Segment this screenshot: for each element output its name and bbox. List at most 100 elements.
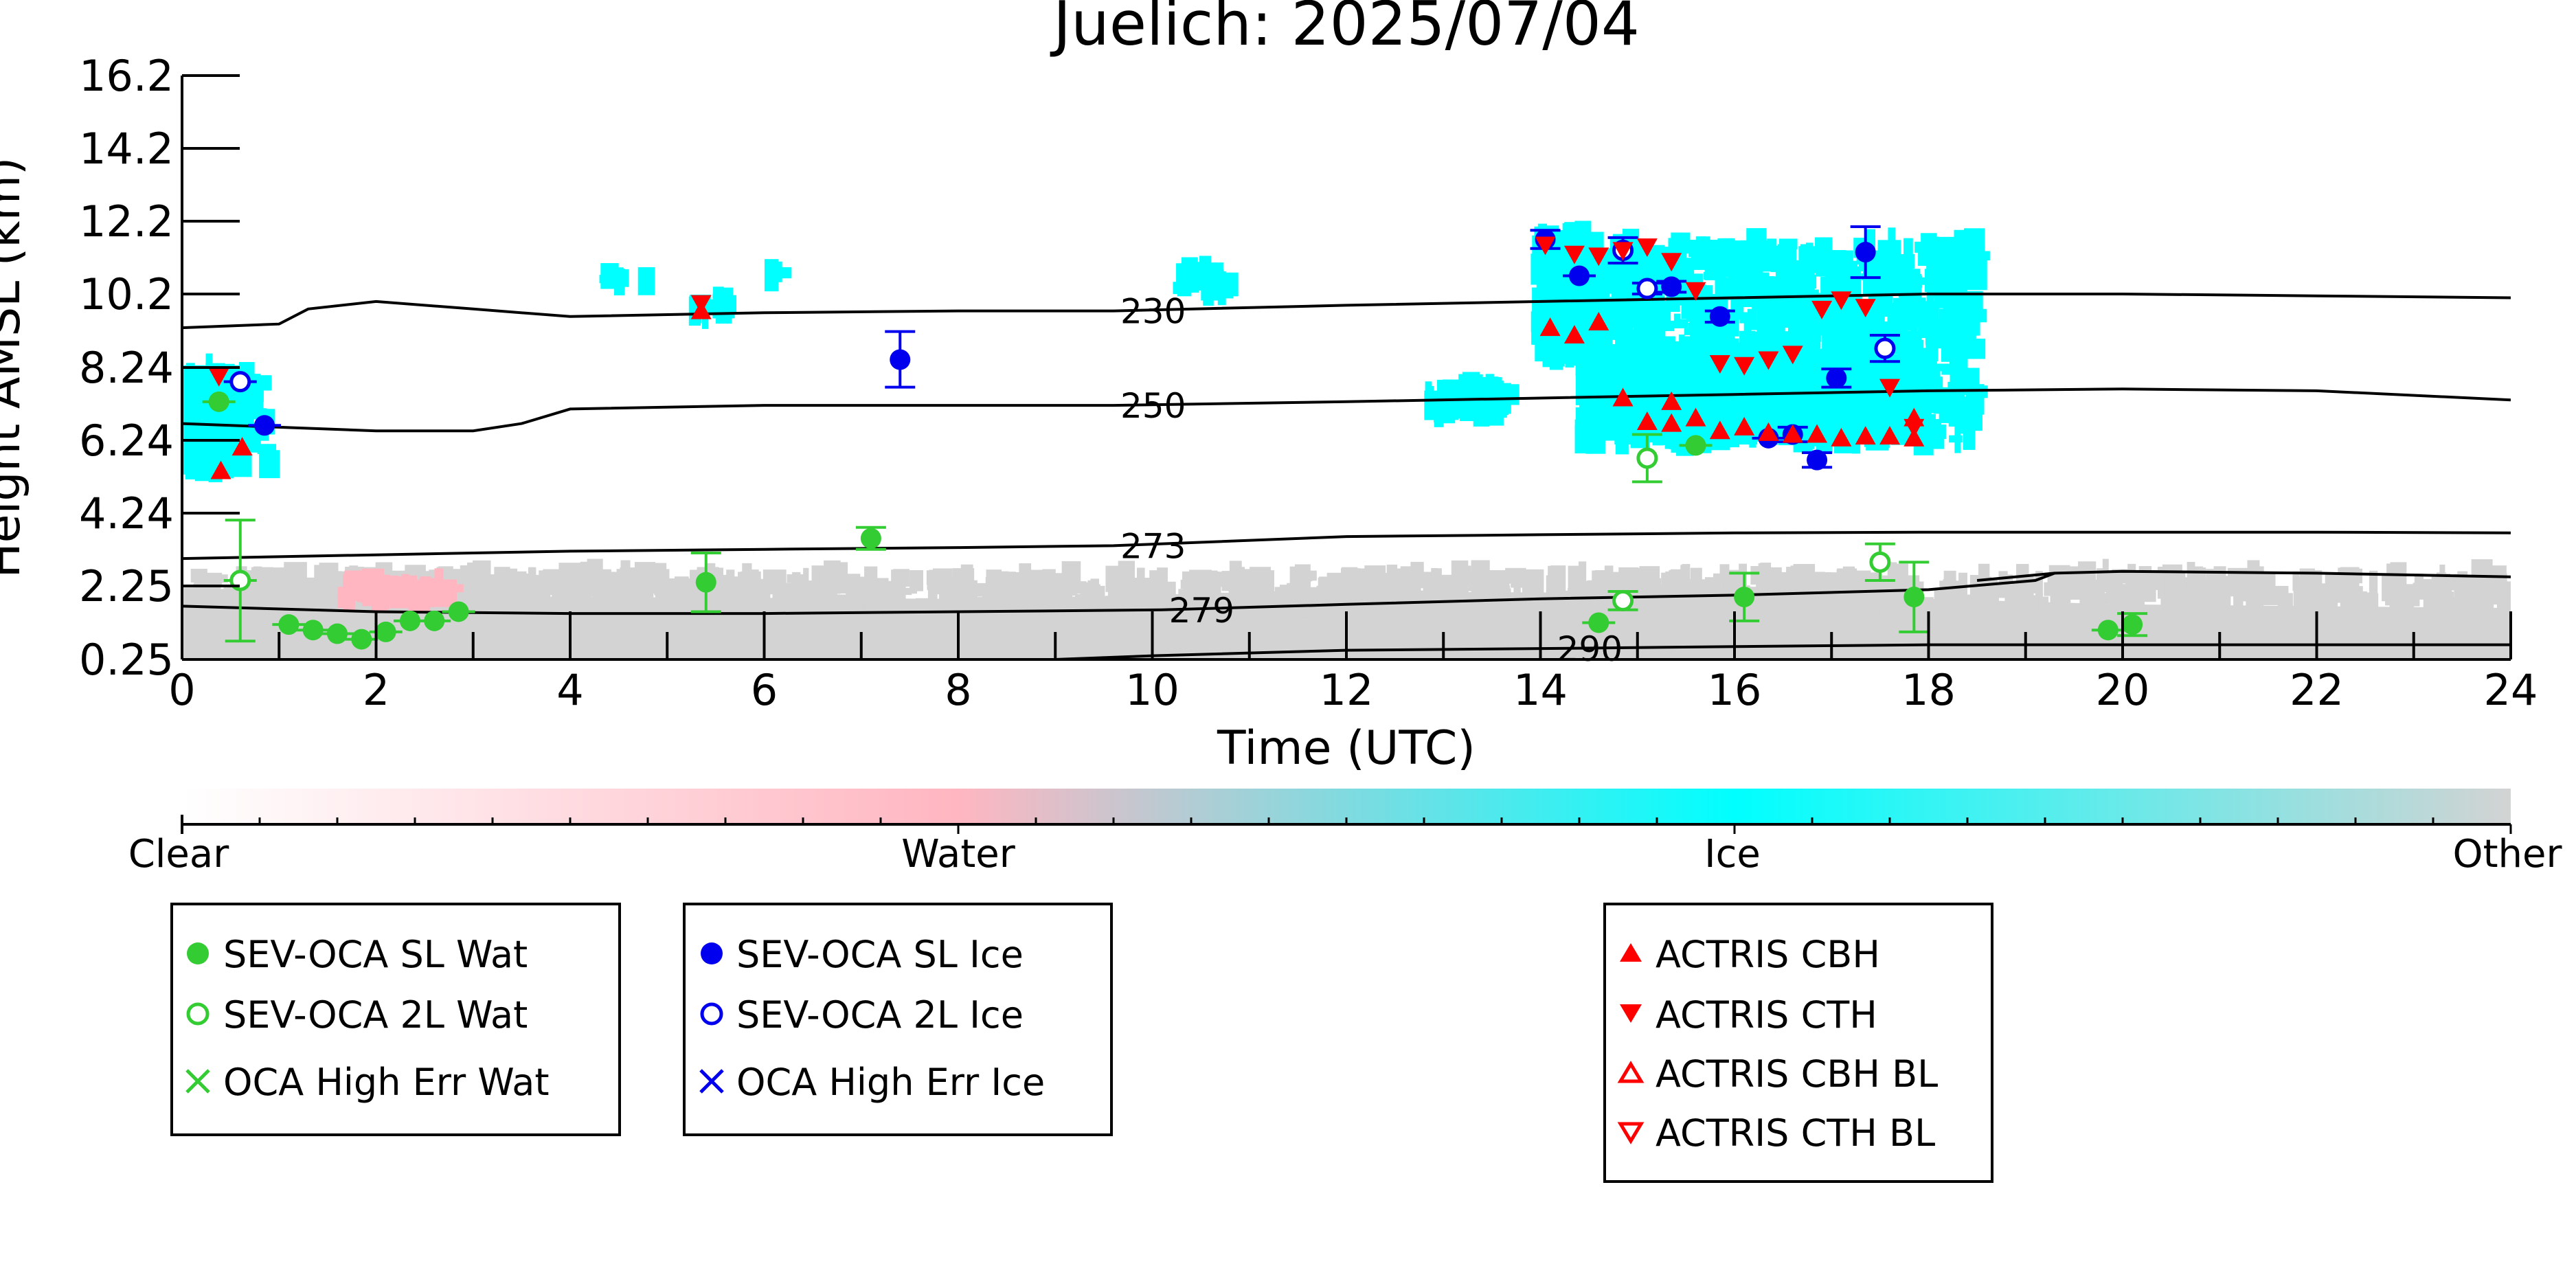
- cloud-mask-layer: [182, 221, 2511, 659]
- chart-title: Juelich: 2025/07/04: [1050, 0, 1640, 59]
- data-point: [1734, 357, 1755, 376]
- y-tick-label: 4.24: [79, 488, 174, 539]
- data-point: [1685, 282, 1706, 301]
- data-point: [1661, 253, 1682, 272]
- x-tick-label: 8: [945, 665, 971, 715]
- data-point: [1569, 265, 1590, 286]
- data-point: [1874, 337, 1896, 359]
- colorbar-label-other: Other: [2452, 832, 2562, 877]
- legend-water: SEV-OCA SL Wat SEV-OCA 2L Wat OCA High E…: [170, 903, 621, 1136]
- data-point: [351, 629, 372, 650]
- data-point: [208, 391, 229, 412]
- data-point: [2097, 620, 2119, 641]
- contour-label: 279: [1169, 591, 1234, 631]
- y-tick-label: 14.2: [79, 124, 174, 174]
- data-point: [1612, 242, 1634, 261]
- data-point: [1685, 407, 1706, 427]
- data-point: [231, 437, 253, 456]
- data-point: [1758, 351, 1779, 370]
- data-point: [375, 621, 396, 642]
- contour-labels: 230 250 273 279 290: [1120, 292, 1623, 669]
- legend-label: ACTRIS CTH BL: [1656, 1111, 1935, 1155]
- data-point: [1855, 299, 1876, 318]
- data-point: [1588, 311, 1609, 330]
- legend-label: SEV-OCA SL Wat: [223, 933, 528, 976]
- data-point: [1879, 379, 1900, 398]
- data-point: [1539, 317, 1561, 337]
- data-point: [2122, 614, 2143, 635]
- data-point: [1831, 427, 1852, 447]
- contour-line: [182, 387, 2511, 433]
- data-point: [1563, 325, 1585, 344]
- data-point: [1903, 418, 1925, 438]
- data-point: [1826, 368, 1847, 389]
- data-point: [1535, 236, 1556, 256]
- data-point: [1855, 426, 1876, 445]
- legend-label: ACTRIS CTH: [1656, 993, 1877, 1037]
- data-point: [890, 349, 911, 370]
- data-point: [1636, 411, 1658, 430]
- x-tick-label: 14: [1513, 665, 1568, 715]
- contour-line: [182, 530, 2511, 561]
- colorbar-label-clear: Clear: [128, 832, 229, 877]
- data-point: [229, 371, 251, 393]
- data-point: [1588, 612, 1609, 633]
- data-point: [1612, 387, 1634, 407]
- x-tick-label: 18: [1901, 665, 1956, 715]
- colorbar-label-water: Water: [901, 832, 1016, 877]
- data-point: [1879, 426, 1900, 445]
- data-point: [1709, 420, 1730, 440]
- legend-label: SEV-OCA 2L Wat: [223, 993, 528, 1037]
- legend-actris: ACTRIS CBH ACTRIS CTH ACTRIS CBH BL ACTR…: [1603, 903, 1993, 1183]
- data-point: [1636, 447, 1658, 469]
- y-tick-label: 8.24: [79, 343, 174, 393]
- x-tick-label: 0: [168, 665, 195, 715]
- x-tick-label: 12: [1320, 665, 1374, 715]
- x-tick-label: 4: [556, 665, 583, 715]
- data-point: [302, 620, 324, 641]
- y-tick-label: 10.2: [79, 269, 174, 319]
- contour-label: 273: [1120, 526, 1186, 566]
- legend-label: SEV-OCA 2L Ice: [736, 993, 1024, 1037]
- data-point: [1636, 238, 1658, 258]
- data-point: [1685, 435, 1706, 456]
- data-point: [1811, 300, 1833, 319]
- legend-label: SEV-OCA SL Ice: [736, 933, 1024, 976]
- x-tick-label: 6: [751, 665, 778, 715]
- data-point: [1807, 424, 1828, 443]
- data-point: [1782, 424, 1803, 443]
- legend-label: OCA High Err Wat: [223, 1061, 550, 1104]
- data-point: [1661, 413, 1682, 432]
- data-point: [327, 623, 348, 644]
- x-tick-label: 20: [2096, 665, 2150, 715]
- data-point: [278, 614, 300, 635]
- contour-label: 250: [1120, 386, 1186, 426]
- data-point: [1709, 354, 1730, 374]
- y-tick-label: 2.25: [79, 561, 174, 611]
- data-point: [448, 601, 469, 622]
- legend-label: ACTRIS CBH BL: [1656, 1052, 1938, 1096]
- x-axis-label: Time (UTC): [1217, 721, 1476, 776]
- data-point: [1612, 589, 1634, 611]
- data-point: [1903, 587, 1925, 608]
- data-point: [1782, 346, 1803, 365]
- colorbar: Clear Water Ice Other: [128, 789, 2562, 877]
- data-point: [1661, 276, 1682, 297]
- data-point: [1869, 551, 1891, 573]
- legend-label: OCA High Err Ice: [736, 1061, 1045, 1104]
- axes: 16.214.212.210.28.246.244.242.250.250 2 4 6…: [79, 51, 2538, 715]
- data-point: [1563, 245, 1585, 264]
- y-tick-label: 0.25: [79, 635, 174, 685]
- data-point: [695, 572, 716, 593]
- data-point: [860, 528, 881, 549]
- x-tick-label: 22: [2290, 665, 2344, 715]
- contour-label: 230: [1120, 292, 1186, 332]
- data-point: [690, 295, 712, 314]
- data-point: [424, 610, 445, 631]
- data-point: [208, 368, 229, 387]
- data-point: [1636, 278, 1658, 300]
- data-point: [1709, 306, 1730, 327]
- data-point: [1758, 422, 1779, 441]
- data-point: [1855, 242, 1876, 263]
